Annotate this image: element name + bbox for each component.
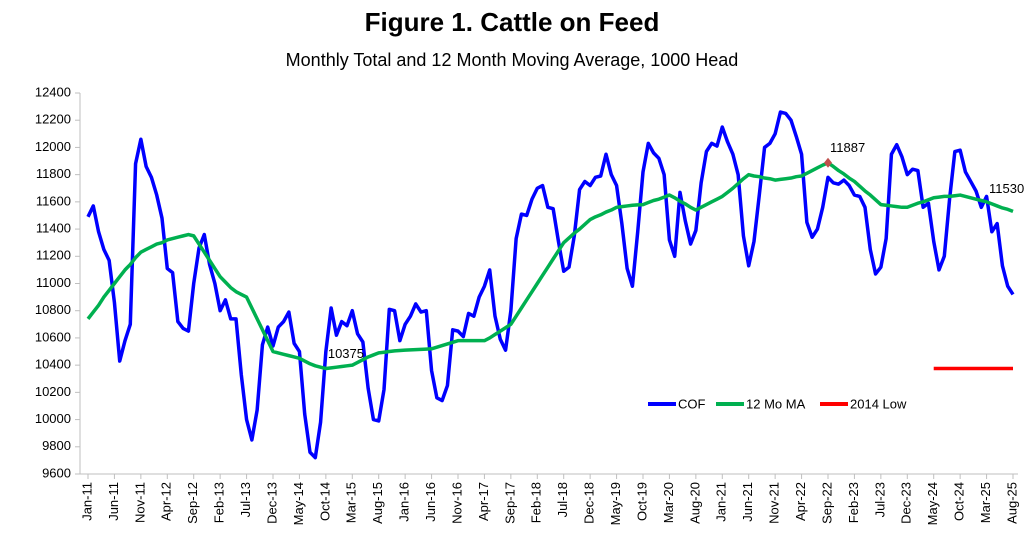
y-tick-label: 11200 [36, 248, 71, 263]
x-tick-label: Dec-18 [582, 482, 597, 524]
x-tick-label: Oct-14 [317, 482, 332, 521]
x-tick-label: Jul-23 [872, 482, 887, 517]
x-tick-label: Jul-18 [555, 482, 570, 517]
x-tick-label: Mar-15 [344, 482, 359, 523]
series-line [86, 161, 1014, 371]
x-tick-label: Jun-16 [423, 482, 438, 522]
x-tick-label: Jan-16 [397, 482, 412, 522]
x-tick-label: Sep-12 [185, 482, 200, 524]
legend-label: COF [678, 396, 706, 411]
x-tick-label: Feb-18 [529, 482, 544, 523]
y-tick-label: 9800 [42, 438, 71, 453]
y-tick-label: 9600 [42, 465, 71, 480]
y-tick-label: 10600 [35, 329, 71, 344]
x-tick-label: Oct-19 [634, 482, 649, 521]
y-tick-label: 11400 [36, 221, 71, 236]
x-tick-label: Aug-25 [1004, 482, 1019, 524]
x-tick-label: Nov-11 [132, 482, 147, 523]
x-tick-label: May-24 [925, 482, 940, 525]
x-tick-label: Mar-25 [978, 482, 993, 523]
x-tick-label: May-19 [608, 482, 623, 525]
y-tick-label: 11600 [36, 193, 71, 208]
y-tick-label: 10200 [35, 384, 71, 399]
x-tick-label: Jun-21 [740, 482, 755, 522]
y-tick-label: 12200 [35, 112, 71, 127]
x-tick-label: Apr-12 [159, 482, 174, 521]
x-tick-label: Apr-17 [476, 482, 491, 521]
x-tick-label: Nov-21 [767, 482, 782, 524]
annotation-marker [824, 157, 832, 168]
chart-title: Figure 1. Cattle on Feed [365, 7, 660, 37]
x-tick-label: Aug-15 [370, 482, 385, 524]
x-tick-label: Apr-22 [793, 482, 808, 521]
x-tick-label: Feb-13 [212, 482, 227, 523]
x-tick-label: Sep-22 [819, 482, 834, 524]
annotation-label: 11887 [830, 140, 865, 155]
y-tick-label: 10400 [35, 357, 71, 372]
y-tick-label: 12400 [35, 84, 71, 99]
y-tick-label: 12000 [35, 139, 71, 154]
annotation-label: 11530 [989, 181, 1024, 196]
series-line [86, 110, 1015, 460]
legend-label: 2014 Low [850, 396, 907, 411]
x-tick-label: Dec-13 [264, 482, 279, 524]
legend-label: 12 Mo MA [746, 396, 806, 411]
y-tick-label: 10000 [35, 411, 71, 426]
x-tick-label: Feb-23 [846, 482, 861, 523]
annotation-label: 10375 [328, 346, 364, 361]
x-tick-label: Nov-16 [449, 482, 464, 524]
x-tick-label: Jan-21 [714, 482, 729, 522]
y-tick-label: 11000 [36, 275, 71, 290]
x-tick-label: Mar-20 [661, 482, 676, 523]
y-tick-label: 10800 [35, 302, 71, 317]
x-tick-label: May-14 [291, 482, 306, 525]
y-tick-label: 11800 [36, 166, 71, 181]
x-tick-label: Jan-11 [79, 482, 94, 521]
x-tick-label: Jul-13 [238, 482, 253, 517]
x-tick-label: Aug-20 [687, 482, 702, 524]
x-tick-label: Jun-11 [106, 482, 121, 521]
x-tick-label: Dec-23 [899, 482, 914, 524]
x-tick-label: Sep-17 [502, 482, 517, 524]
x-tick-label: Oct-24 [952, 482, 967, 521]
chart-subtitle: Monthly Total and 12 Month Moving Averag… [286, 50, 739, 70]
